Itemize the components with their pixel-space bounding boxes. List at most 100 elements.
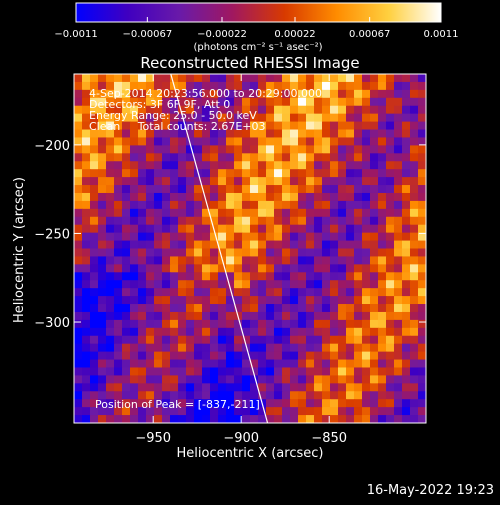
heatmap-cell [362, 375, 371, 384]
heatmap-cell [90, 383, 99, 392]
heatmap-cell [266, 407, 275, 416]
heatmap-cell [154, 296, 163, 305]
heatmap-cell [138, 415, 147, 423]
heatmap-cell [258, 367, 267, 377]
heatmap-cell [298, 113, 307, 123]
heatmap-cell [370, 161, 379, 170]
heatmap-cell [250, 81, 259, 91]
heatmap-cell [370, 288, 379, 297]
heatmap-cell [394, 256, 403, 265]
heatmap-cell [394, 415, 403, 423]
heatmap-cell [90, 415, 99, 423]
heatmap-cell [338, 97, 347, 107]
heatmap-cell [250, 304, 259, 313]
heatmap-cell [290, 296, 299, 305]
heatmap-cell [306, 296, 315, 305]
heatmap-cell [202, 319, 211, 329]
heatmap-cell [82, 161, 91, 170]
heatmap-cell [370, 89, 379, 99]
heatmap-cell [74, 232, 83, 242]
heatmap-cell [194, 272, 203, 281]
heatmap-cell [410, 208, 419, 218]
heatmap-cell [330, 391, 339, 400]
heatmap-cell [370, 177, 379, 186]
heatmap-cell [258, 335, 267, 345]
heatmap-cell [98, 367, 107, 377]
heatmap-cell [210, 74, 219, 83]
heatmap-cell [290, 137, 299, 146]
heatmap-cell [370, 319, 379, 329]
heatmap-cell [290, 272, 299, 281]
heatmap-cell [130, 319, 139, 329]
heatmap-cell [210, 256, 219, 265]
heatmap-cell [90, 359, 99, 369]
heatmap-cell [178, 240, 187, 250]
heatmap-cell [362, 327, 371, 337]
heatmap-cell [242, 391, 251, 400]
heatmap-cell [386, 121, 395, 131]
heatmap-cell [418, 129, 426, 139]
heatmap-cell [122, 81, 131, 91]
heatmap-cell [378, 224, 387, 234]
heatmap-cell [346, 272, 355, 281]
heatmap-cell [330, 311, 339, 321]
heatmap-cell [138, 256, 147, 265]
heatmap-cell [410, 137, 419, 146]
heatmap-cell [370, 391, 379, 400]
heatmap-cell [290, 153, 299, 162]
colorbar-tick-label: 0.0011 [424, 29, 459, 40]
heatmap-cell [306, 74, 315, 83]
heatmap-cell [186, 224, 195, 234]
heatmap-cell [394, 105, 403, 115]
heatmap-cell [106, 240, 115, 250]
heatmap-cell [386, 208, 395, 218]
heatmap-cell [194, 375, 203, 384]
heatmap-cell [218, 74, 227, 83]
heatmap-cell [330, 105, 339, 115]
heatmap-cell [90, 335, 99, 345]
heatmap-cell [418, 343, 426, 353]
heatmap-cell [234, 351, 243, 361]
heatmap-cell [210, 264, 219, 273]
heatmap-cell [186, 415, 195, 423]
heatmap-cell [202, 74, 211, 83]
heatmap-cell [298, 383, 307, 392]
heatmap-cell [202, 367, 211, 377]
heatmap-cell [194, 200, 203, 210]
heatmap-cell [98, 81, 107, 91]
heatmap-cell [162, 200, 171, 210]
heatmap-cell [418, 137, 426, 146]
heatmap-cell [290, 192, 299, 202]
heatmap-cell [218, 192, 227, 202]
heatmap-cell [330, 256, 339, 265]
heatmap-cell [282, 391, 291, 400]
heatmap-cell [282, 185, 291, 194]
heatmap-cell [362, 145, 371, 154]
heatmap-cell [74, 288, 83, 297]
heatmap-cell [322, 399, 331, 408]
heatmap-cell [202, 216, 211, 226]
heatmap-cell [194, 216, 203, 226]
heatmap-cell [202, 264, 211, 273]
heatmap-cell [362, 319, 371, 329]
heatmap-cell [250, 177, 259, 186]
heatmap-cell [98, 407, 107, 416]
heatmap-cell [338, 264, 347, 273]
heatmap-cell [250, 248, 259, 258]
heatmap-cell [178, 264, 187, 273]
heatmap-cell [250, 256, 259, 265]
heatmap-cell [218, 208, 227, 218]
heatmap-cell [90, 208, 99, 218]
heatmap-cell [90, 391, 99, 400]
heatmap-cell [162, 161, 171, 170]
heatmap-cell [378, 161, 387, 170]
heatmap-cell [330, 200, 339, 210]
heatmap-cell [218, 327, 227, 337]
heatmap-cell [258, 240, 267, 250]
heatmap-cell [266, 105, 275, 115]
heatmap-cell [282, 81, 291, 91]
heatmap-cell [210, 351, 219, 361]
heatmap-cell [146, 177, 155, 186]
heatmap-cell [194, 351, 203, 361]
heatmap-cell [242, 200, 251, 210]
